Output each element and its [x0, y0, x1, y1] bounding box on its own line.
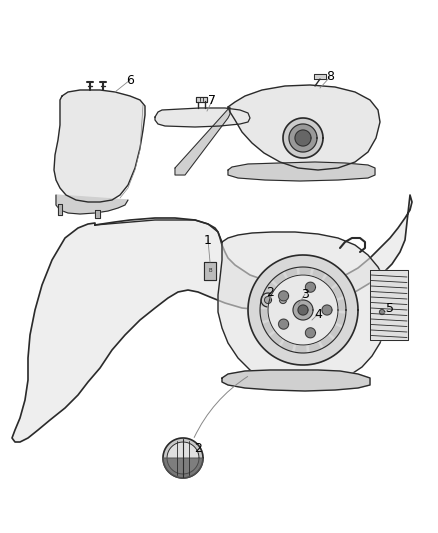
- Polygon shape: [305, 315, 315, 325]
- Polygon shape: [260, 310, 303, 320]
- Polygon shape: [155, 108, 250, 127]
- Polygon shape: [12, 195, 412, 442]
- Polygon shape: [279, 296, 286, 303]
- Polygon shape: [167, 442, 199, 474]
- Polygon shape: [265, 282, 303, 310]
- Text: 3: 3: [301, 287, 309, 301]
- Polygon shape: [222, 370, 370, 391]
- Polygon shape: [303, 300, 346, 310]
- Text: 5: 5: [386, 302, 394, 314]
- Polygon shape: [228, 85, 380, 170]
- Polygon shape: [303, 275, 336, 310]
- Text: 8: 8: [326, 70, 334, 84]
- Polygon shape: [282, 310, 303, 351]
- Polygon shape: [305, 282, 315, 292]
- Polygon shape: [268, 275, 338, 345]
- Polygon shape: [261, 293, 275, 307]
- Text: 1: 1: [204, 233, 212, 246]
- Polygon shape: [58, 204, 62, 215]
- Polygon shape: [303, 269, 325, 310]
- Polygon shape: [303, 310, 321, 352]
- Polygon shape: [303, 310, 333, 347]
- Text: 2: 2: [194, 441, 202, 455]
- Polygon shape: [305, 328, 315, 338]
- Polygon shape: [260, 295, 303, 310]
- Polygon shape: [276, 293, 290, 307]
- Text: 7: 7: [208, 94, 216, 108]
- Polygon shape: [370, 270, 408, 340]
- Polygon shape: [273, 273, 303, 310]
- Polygon shape: [286, 268, 303, 310]
- Polygon shape: [175, 107, 230, 175]
- Polygon shape: [163, 458, 203, 478]
- Polygon shape: [379, 310, 385, 314]
- Polygon shape: [228, 162, 375, 181]
- Polygon shape: [296, 310, 306, 353]
- Polygon shape: [248, 255, 358, 365]
- Polygon shape: [265, 296, 272, 303]
- Polygon shape: [289, 124, 317, 152]
- Polygon shape: [279, 291, 289, 301]
- Text: B: B: [208, 269, 212, 273]
- FancyArrowPatch shape: [194, 376, 247, 438]
- Polygon shape: [295, 130, 311, 146]
- Text: 6: 6: [126, 74, 134, 86]
- Polygon shape: [314, 74, 326, 79]
- Polygon shape: [279, 319, 289, 329]
- Polygon shape: [56, 195, 128, 214]
- Polygon shape: [293, 300, 313, 320]
- Polygon shape: [163, 438, 203, 478]
- Polygon shape: [196, 97, 207, 102]
- Polygon shape: [303, 310, 342, 337]
- Polygon shape: [303, 286, 343, 310]
- Polygon shape: [263, 310, 303, 334]
- Polygon shape: [322, 305, 332, 315]
- Polygon shape: [95, 210, 100, 218]
- Polygon shape: [218, 232, 388, 386]
- Text: 2: 2: [266, 286, 274, 298]
- Polygon shape: [300, 267, 311, 310]
- Polygon shape: [54, 90, 145, 202]
- Polygon shape: [298, 305, 308, 315]
- Polygon shape: [303, 310, 346, 325]
- Polygon shape: [283, 118, 323, 158]
- Polygon shape: [204, 262, 216, 280]
- Polygon shape: [270, 310, 303, 345]
- Text: 4: 4: [314, 308, 322, 320]
